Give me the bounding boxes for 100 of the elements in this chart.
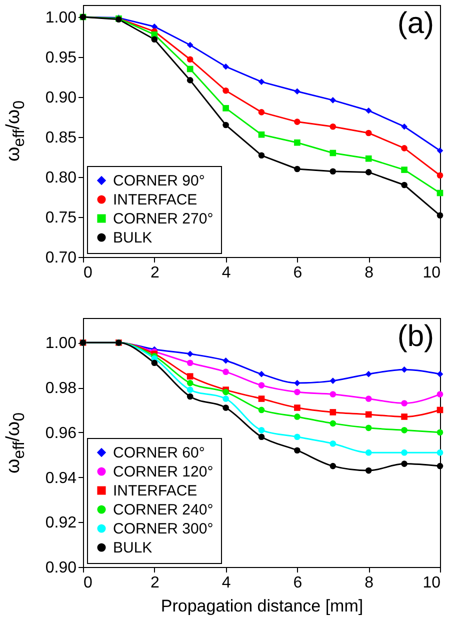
point xyxy=(222,122,229,128)
point xyxy=(294,139,300,146)
point xyxy=(186,380,194,386)
point xyxy=(294,118,300,125)
y-tick-label: 0.95 xyxy=(45,50,77,66)
point xyxy=(330,168,336,175)
point xyxy=(222,404,229,411)
legend-label: INTERFACE xyxy=(113,192,198,208)
point xyxy=(186,42,194,48)
annotation: (b) xyxy=(397,320,434,353)
point xyxy=(186,66,194,72)
point xyxy=(401,414,408,420)
point xyxy=(401,366,408,373)
legend-label: CORNER 60° xyxy=(113,444,205,462)
point xyxy=(222,105,229,112)
point xyxy=(258,396,265,402)
legend-label: CORNER 240° xyxy=(113,502,214,518)
y-tick-label: 0.70 xyxy=(45,250,77,266)
point xyxy=(436,147,444,154)
point xyxy=(294,388,300,396)
x-tick-label: 8 xyxy=(364,574,374,592)
point xyxy=(401,449,408,456)
y-tick-label: 0.96 xyxy=(45,424,77,442)
point xyxy=(365,155,372,162)
point xyxy=(186,373,194,380)
point xyxy=(258,382,265,388)
point xyxy=(330,462,336,470)
x-tick-label: 6 xyxy=(293,264,302,282)
y-tick-label: 0.92 xyxy=(45,514,77,532)
point xyxy=(330,97,336,104)
point xyxy=(436,449,444,456)
point xyxy=(258,152,265,159)
x-tick-label: 0 xyxy=(84,264,92,282)
y-tick-label: 0.90 xyxy=(45,90,77,106)
point xyxy=(222,87,229,94)
point xyxy=(222,357,229,364)
point xyxy=(365,169,372,176)
point xyxy=(294,414,300,420)
point xyxy=(186,393,194,400)
y-tick-label: 0.85 xyxy=(45,130,77,146)
point xyxy=(401,123,408,130)
point xyxy=(365,107,372,114)
point xyxy=(401,427,408,434)
point xyxy=(330,440,336,447)
point xyxy=(222,388,229,396)
point xyxy=(436,212,444,219)
point xyxy=(401,460,408,467)
point xyxy=(330,409,336,416)
point xyxy=(258,427,265,434)
point xyxy=(365,449,372,456)
point xyxy=(401,182,408,188)
point xyxy=(222,396,229,402)
y-tick-label: 1.00 xyxy=(45,10,77,26)
x-tick-label: 4 xyxy=(222,264,231,282)
point xyxy=(186,386,194,393)
point xyxy=(436,406,444,414)
point xyxy=(436,429,444,436)
x-tick-label: 4 xyxy=(222,574,231,592)
y-tick-label: 0.94 xyxy=(45,470,77,487)
x-axis-title: Propagation distance [mm] xyxy=(160,596,364,616)
point xyxy=(151,360,158,366)
y-tick-label: 0.98 xyxy=(45,380,77,398)
point xyxy=(365,411,372,418)
point xyxy=(258,131,265,138)
point xyxy=(330,378,336,384)
y-tick-label: 0.90 xyxy=(45,560,77,576)
point xyxy=(436,172,444,179)
point xyxy=(186,77,194,84)
legend-label: BULK xyxy=(113,230,152,246)
x-tick-label: 0 xyxy=(84,574,92,592)
x-tick-label: 6 xyxy=(293,574,302,592)
point xyxy=(436,462,444,470)
legend-label: CORNER 90° xyxy=(113,172,205,190)
legend-label: BULK xyxy=(113,540,152,556)
x-tick-label: 10 xyxy=(422,574,441,592)
point xyxy=(258,370,265,378)
point xyxy=(222,368,229,375)
point xyxy=(330,123,336,130)
x-tick-label: 2 xyxy=(150,574,160,592)
legend-label: CORNER 120° xyxy=(113,464,214,480)
point xyxy=(365,396,372,402)
point xyxy=(365,130,372,136)
point xyxy=(401,166,408,173)
x-tick-label: 8 xyxy=(364,264,374,282)
legend-label: CORNER 300° xyxy=(113,520,214,538)
point xyxy=(258,406,265,414)
y-tick-label: 0.75 xyxy=(45,210,77,226)
point xyxy=(186,350,194,358)
point xyxy=(436,370,444,378)
point xyxy=(294,166,300,172)
point xyxy=(365,467,372,474)
point xyxy=(436,190,444,196)
annotation: (a) xyxy=(397,7,434,40)
point xyxy=(186,56,194,63)
point xyxy=(294,88,300,95)
point xyxy=(365,370,372,378)
point xyxy=(258,78,265,85)
x-tick-label: 10 xyxy=(422,264,441,282)
point xyxy=(294,447,300,454)
x-tick-label: 2 xyxy=(150,264,160,282)
